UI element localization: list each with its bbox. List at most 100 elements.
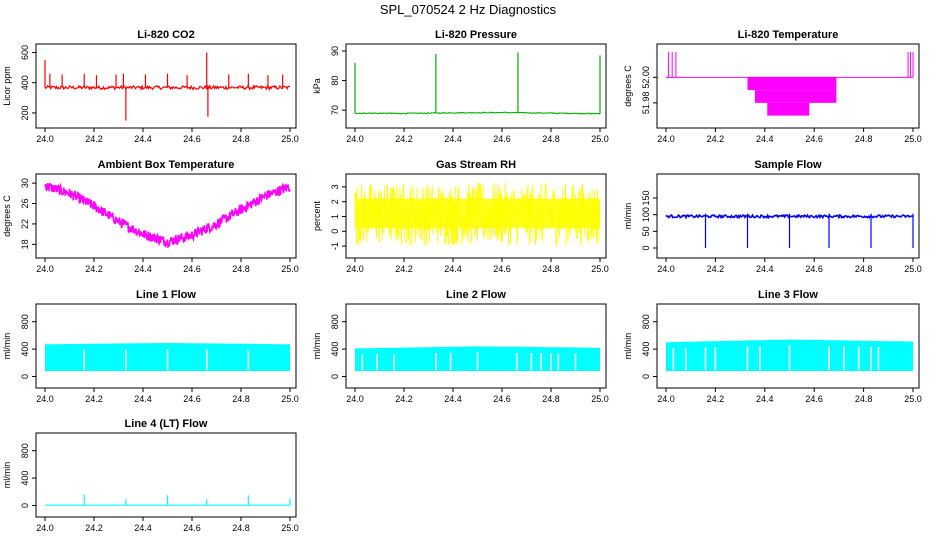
y-tick-label: 0 (20, 503, 30, 508)
x-tick-label: 24.0 (346, 394, 364, 404)
chart-panel-sample_flow: Sample Flow ml/min 0 50 100 150 24.0 24.2 24.4 24… (623, 159, 922, 274)
x-tick-label: 24.8 (542, 394, 560, 404)
y-tick-label: 0 (641, 245, 651, 250)
figure-title: SPL_070524 2 Hz Diagnostics (380, 2, 557, 17)
x-tick-label: 25.0 (591, 264, 609, 274)
x-tick-label: 24.2 (395, 394, 413, 404)
y-tick-label: 400 (641, 342, 651, 357)
x-tick-label: 24.8 (542, 264, 560, 274)
y-tick-label: 0 (20, 374, 30, 379)
data-layer (45, 342, 290, 371)
x-tick-label: 24.4 (134, 264, 152, 274)
x-tick-label: 24.6 (805, 264, 823, 274)
x-tick-label: 25.0 (904, 264, 922, 274)
y-axis-label: Licor ppm (2, 66, 12, 106)
y-tick-label: 80 (330, 76, 340, 86)
x-tick-label: 25.0 (591, 394, 609, 404)
y-tick-label: 200 (20, 105, 30, 120)
y-tick-label: 18 (20, 239, 30, 249)
data-layer (44, 52, 291, 121)
plot-frame (35, 43, 297, 129)
x-tick-label: 24.2 (85, 394, 103, 404)
y-tick-label: 22 (20, 219, 30, 229)
chart-panel-co2: Li-820 CO2 Licor ppm 200 400 600 24.0 24.2 24.4… (2, 29, 299, 144)
x-tick-label: 24.8 (232, 134, 250, 144)
x-tick-label: 24.6 (183, 264, 201, 274)
y-tick-label: 26 (20, 199, 30, 209)
x-tick-label: 24.6 (183, 394, 201, 404)
x-tick-label: 24.8 (232, 394, 250, 404)
x-tick-label: 24.4 (134, 394, 152, 404)
plot-frame (345, 303, 607, 389)
x-tick-label: 24.4 (756, 134, 774, 144)
x-tick-label: 25.0 (904, 134, 922, 144)
x-tick-label: 24.2 (395, 264, 413, 274)
data-layer (44, 182, 291, 249)
y-tick-label: 800 (641, 314, 651, 329)
y-tick-label: 50 (641, 226, 651, 236)
x-tick-label: 24.8 (855, 394, 873, 404)
y-axis-label: percent (312, 200, 322, 231)
chart-panel-rh: Gas Stream RH percent -1 0 1 2 3 24.0 24.2 24.4 24… (312, 159, 609, 274)
panel-title: Li-820 CO2 (137, 29, 194, 41)
data-layer (666, 51, 914, 116)
x-tick-label: 24.4 (134, 523, 152, 533)
y-axis-label: ml/min (312, 333, 322, 360)
panel-title: Li-820 Pressure (435, 29, 517, 41)
x-tick-label: 24.6 (493, 134, 511, 144)
x-tick-label: 24.0 (36, 264, 54, 274)
x-tick-label: 24.8 (232, 264, 250, 274)
data-band (355, 198, 600, 229)
y-tick-label: 0 (330, 229, 340, 234)
panel-title: Li-820 Temperature (738, 29, 839, 41)
data-series-line (355, 111, 601, 115)
chart-panel-line4: Line 4 (LT) Flow ml/min 0 400 800 24.0 24.2 24.… (2, 418, 299, 533)
y-axis-label: kPa (312, 78, 322, 94)
x-tick-label: 24.0 (657, 394, 675, 404)
y-tick-label: 400 (20, 75, 30, 90)
x-tick-label: 25.0 (591, 134, 609, 144)
x-tick-label: 24.0 (36, 394, 54, 404)
x-tick-label: 24.4 (756, 264, 774, 274)
y-axis-label: degrees C (623, 65, 633, 107)
x-tick-label: 25.0 (281, 523, 299, 533)
y-tick-label: 100 (641, 207, 651, 222)
chart-panel-line2: Line 2 Flow ml/min 0 400 800 24.0 24.2 24.4 24.6… (312, 289, 609, 404)
y-tick-label: 150 (641, 190, 651, 205)
panel-title: Line 3 Flow (758, 289, 818, 301)
data-layer (45, 494, 291, 506)
x-tick-label: 24.4 (444, 134, 462, 144)
x-tick-label: 25.0 (281, 264, 299, 274)
data-block (747, 77, 837, 91)
x-tick-label: 24.0 (657, 134, 675, 144)
plot-frame (35, 173, 297, 259)
x-tick-label: 24.4 (134, 134, 152, 144)
x-tick-label: 24.0 (36, 523, 54, 533)
chart-panel-licor_temp: Li-820 Temperature degrees C 51.98 52.00 24.… (623, 29, 922, 144)
panel-title: Line 4 (LT) Flow (125, 418, 208, 430)
plot-frame (35, 432, 297, 518)
data-layer (665, 213, 914, 248)
data-layer (354, 182, 601, 248)
data-block (754, 90, 837, 103)
x-tick-label: 24.8 (855, 134, 873, 144)
y-axis-label: ml/min (2, 462, 12, 489)
data-layer (354, 52, 601, 115)
x-tick-label: 24.4 (756, 394, 774, 404)
panel-title: Gas Stream RH (436, 159, 516, 171)
x-tick-label: 24.0 (346, 134, 364, 144)
x-tick-label: 24.6 (493, 264, 511, 274)
x-tick-label: 24.2 (707, 134, 725, 144)
chart-panel-line1: Line 1 Flow ml/min 0 400 800 24.0 24.2 24.4 24.6… (2, 289, 299, 404)
x-tick-label: 24.0 (346, 264, 364, 274)
data-layer (666, 339, 913, 371)
x-tick-label: 24.2 (85, 134, 103, 144)
chart-panel-box_temp: Ambient Box Temperature degrees C 18 22 26 30… (2, 159, 299, 274)
x-tick-label: 24.0 (657, 264, 675, 274)
panel-title: Line 1 Flow (136, 289, 196, 301)
chart-panel-line3: Line 3 Flow ml/min 0 400 800 24.0 24.2 24.4 24.6… (623, 289, 922, 404)
y-tick-label: 400 (20, 471, 30, 486)
plot-frame (345, 43, 607, 129)
